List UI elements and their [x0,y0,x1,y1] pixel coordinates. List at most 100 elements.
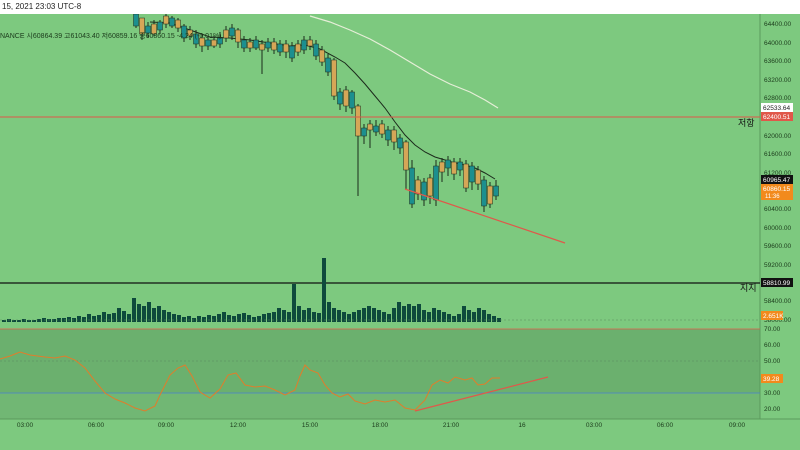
candle-body [355,105,361,137]
candle-body [253,39,259,49]
candle-body [379,123,385,135]
volume-bar [337,310,341,322]
chart-canvas[interactable]: 64400.00 64000.00 63600.00 63200.00 62800.00… [0,14,800,450]
volume-bar [277,308,281,322]
volume-bar [127,314,131,322]
volume-bar [477,308,481,322]
candle-body [295,43,301,53]
volume-bar [482,310,486,322]
candle-body [427,177,433,197]
rsi-tick-label: 30.00 [764,390,781,397]
candle-body [325,57,331,73]
datetime-label: 15, 2021 23:03 UTC-8 [2,2,82,11]
volume-bar [37,319,41,322]
candle-body [451,161,457,175]
candle-body [193,33,199,45]
price-tick-label: 62800.00 [764,95,791,102]
volume-bar [417,304,421,322]
time-axis[interactable]: 03:00 06:00 09:00 12:00 15:00 18:00 21:00 16 03:… [17,422,746,429]
volume-bar [447,314,451,322]
candle-body [223,29,229,39]
candle-body [475,169,481,185]
candle-body [457,161,463,171]
candle-body [133,14,139,27]
candle-body [235,29,241,43]
resistance-price: 62400.51 [763,114,790,121]
time-tick-label: 12:00 [230,422,247,429]
candle-body [217,37,223,45]
support-price: 58810.99 [763,280,790,287]
candle-body [397,137,403,149]
volume-bar [12,320,16,322]
candle-body [145,25,151,34]
volume-bar [327,302,331,322]
candle-body [301,39,307,51]
ma-fast-tag [761,175,793,184]
volume-bar [462,306,466,322]
volume-bar [237,314,241,322]
volume-bar [207,315,211,322]
volume-bar [442,312,446,322]
time-tick-label: 03:00 [17,422,34,429]
price-axis[interactable]: 64400.00 64000.00 63600.00 63200.00 62800.00… [764,21,791,324]
chart-area[interactable]: 64400.00 64000.00 63600.00 63200.00 62800.00… [0,14,800,450]
volume-bar [142,306,146,322]
volume-bar [67,317,71,322]
ma-slow-tag [761,103,793,112]
candle-body [211,39,217,47]
volume-bar [232,316,236,322]
downtrend-line[interactable] [404,188,566,244]
volume-bar [172,314,176,322]
last-price-tag [761,184,793,200]
volume-bar [92,316,96,322]
volume-bar [182,317,186,322]
candle-body [205,39,211,47]
volume-bar [7,319,11,322]
candle-body [469,165,475,183]
candle-body [247,41,253,49]
candle-body [175,19,181,29]
volume-bar [287,312,291,322]
time-tick-label: 09:00 [158,422,175,429]
volume-bar [317,313,321,322]
volume-bar [187,316,191,322]
volume-bar [212,316,216,322]
candle-body [361,127,367,137]
volume-bar [82,317,86,322]
volume-bar [112,313,116,322]
candle-body [415,179,421,195]
price-tick-label: 58400.00 [764,298,791,305]
volume-bar [407,304,411,322]
volume-bar [352,312,356,322]
volume-bar [382,312,386,322]
rsi-tick-label: 70.00 [764,326,781,333]
candle-body [343,89,349,107]
volume-bar [102,312,106,322]
time-tick-label: 06:00 [657,422,674,429]
time-tick-label: 21:00 [443,422,460,429]
volume-bar [427,312,431,322]
time-tick-label: 15:00 [302,422,319,429]
volume-value: 2.651K [763,313,784,320]
rsi-tag [761,374,783,383]
time-axis-area [0,419,800,450]
candle-body [265,41,271,49]
time-tick-label: 09:00 [729,422,746,429]
volume-bar [292,284,296,322]
volume-bar [362,308,366,322]
candle-body [367,123,373,131]
volume-bar [2,320,6,322]
rsi-trend-line[interactable] [414,376,549,412]
volume-bar [97,315,101,322]
time-tick-label: 06:00 [88,422,105,429]
volume-bar [322,258,326,322]
price-tick-label: 64000.00 [764,40,791,47]
volume-bar [32,320,36,322]
candlestick-series[interactable] [133,14,499,212]
volume-bar [147,302,151,322]
volume-bar [247,315,251,322]
price-tick-label: 60400.00 [764,206,791,213]
volume-bar [432,308,436,322]
candle-body [229,27,235,37]
